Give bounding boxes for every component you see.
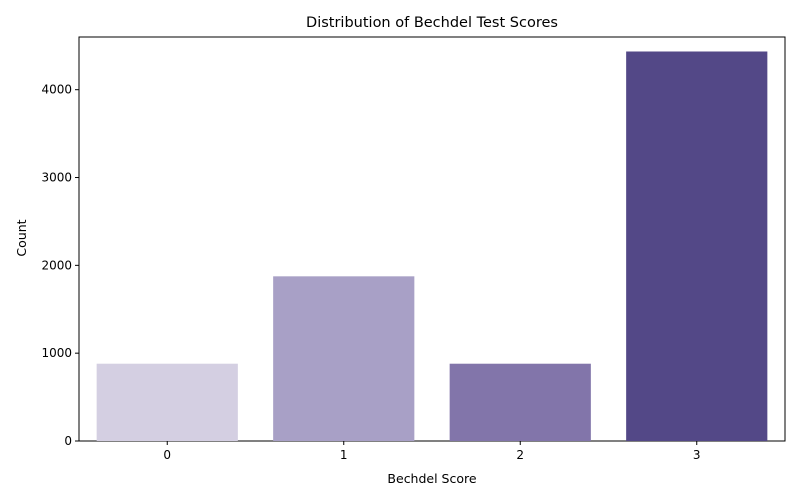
y-tick-label: 3000 [41,171,72,185]
bar-score-3 [626,51,768,441]
plot-frame [78,36,786,442]
bar-score-2 [449,363,591,441]
y-tick-label: 2000 [41,258,72,272]
x-axis-label: Bechdel Score [387,471,476,486]
bars-group [96,51,768,441]
chart-title: Distribution of Bechdel Test Scores [306,15,558,31]
x-tick-label: 0 [163,448,171,462]
x-tick-label: 3 [693,448,701,462]
x-tick-label: 2 [516,448,524,462]
x-axis-ticks: 0 1 2 3 [163,441,701,462]
bar-score-0 [96,363,238,441]
y-axis-ticks: 0 1000 2000 3000 4000 [41,83,79,448]
y-tick-label: 1000 [41,346,72,360]
x-tick-label: 1 [340,448,348,462]
y-tick-label: 0 [64,434,72,448]
y-tick-label: 4000 [41,83,72,97]
plot-area: 0 1 2 3 0 1000 2000 3000 4000 [41,36,786,462]
y-axis-label: Count [14,219,29,256]
bar-score-1 [273,276,415,441]
